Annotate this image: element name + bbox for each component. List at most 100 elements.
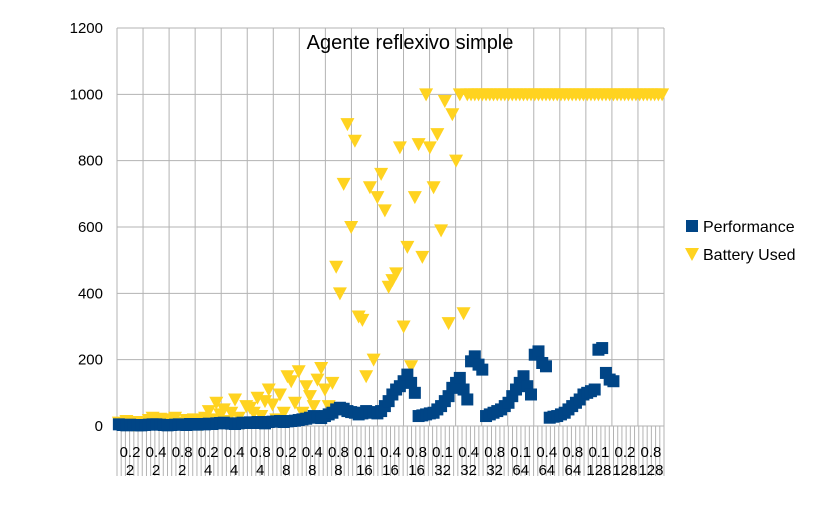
battery-used-point [434,224,449,238]
x-category-label-top: 0.1 [510,444,531,461]
battery-used-point [355,313,370,327]
legend-performance-marker [686,220,698,232]
gridlines [116,27,665,427]
performance-point [476,363,489,376]
performance-point [506,390,519,403]
x-category-label-top: 0.8 [328,444,349,461]
battery-used-point [366,353,381,367]
x-category-label-top: 0.2 [614,444,635,461]
x-category-label-bottom: 128 [612,462,637,479]
x-axis: 0.220.420.820.240.440.840.280.480.880.11… [116,425,665,479]
legend: Performance Battery Used [685,219,795,264]
battery-used-point [276,406,291,420]
x-category-label-top: 0.2 [120,444,141,461]
battery-used-point [310,373,325,387]
performance-point [607,375,620,388]
x-category-label-top: 0.4 [458,444,479,461]
x-category-label-top: 0.8 [250,444,271,461]
battery-used-point [299,380,314,394]
performance-series [112,342,620,432]
y-tick-label: 1000 [70,86,103,103]
x-category-label-bottom: 32 [486,462,503,479]
x-category-label-bottom: 4 [256,462,264,479]
performance-point [453,371,466,384]
battery-used-point [404,360,419,374]
battery-used-point [321,400,336,414]
x-category-label-bottom: 8 [282,462,290,479]
x-category-label-bottom: 4 [230,462,238,479]
performance-point [405,376,418,389]
y-tick-label: 0 [95,418,103,435]
battery-used-point [216,403,231,417]
battery-used-point [389,267,404,281]
battery-used-point [441,317,456,331]
performance-point [517,370,530,383]
x-category-label-bottom: 2 [152,462,160,479]
battery-used-point [377,204,392,218]
x-category-label-bottom: 2 [126,462,134,479]
x-category-label-top: 0.1 [354,444,375,461]
x-category-label-bottom: 16 [408,462,425,479]
performance-point [532,345,545,358]
x-category-label-top: 0.2 [276,444,297,461]
y-axis-tick-labels: 0 200 400 600 800 1000 1200 [70,20,103,435]
battery-used-point [456,307,471,321]
battery-used-point [314,361,329,375]
x-category-label-bottom: 8 [334,462,342,479]
x-category-label-top: 0.4 [224,444,245,461]
performance-point [457,383,470,396]
battery-used-point [228,393,243,407]
y-tick-label: 200 [78,352,103,369]
x-category-label-bottom: 64 [564,462,581,479]
performance-point [461,393,474,406]
x-category-label-bottom: 16 [356,462,373,479]
battery-used-point [400,240,415,254]
battery-used-point [272,388,287,402]
x-category-label-bottom: 128 [638,462,663,479]
x-category-label-top: 0.4 [536,444,557,461]
y-tick-label: 400 [78,285,103,302]
x-category-label-bottom: 64 [512,462,529,479]
performance-point [408,386,421,399]
battery-used-point [407,191,422,205]
x-category-label-top: 0.8 [641,444,662,461]
legend-performance-label: Performance [703,219,795,236]
x-category-label-bottom: 4 [204,462,212,479]
battery-used-point [287,396,302,410]
battery-used-point [362,181,377,195]
battery-used-point [284,375,299,389]
performance-point [539,360,552,373]
battery-used-point [445,108,460,122]
battery-used-point [336,177,351,191]
battery-used-point [329,260,344,274]
x-category-label-bottom: 16 [382,462,399,479]
battery-used-point [655,88,670,102]
x-category-label-top: 0.8 [484,444,505,461]
battery-used-point [250,391,265,405]
x-category-label-bottom: 8 [308,462,316,479]
y-tick-label: 600 [78,219,103,236]
x-category-label-top: 0.1 [432,444,453,461]
battery-used-point [430,128,445,142]
y-tick-label: 800 [78,153,103,170]
battery-used-point [224,406,239,420]
x-category-label-bottom: 2 [178,462,186,479]
battery-used-point [449,154,464,168]
battery-used-point [306,400,321,414]
chart-title: Agente reflexivo simple [307,32,514,54]
battery-used-point [437,94,452,108]
battery-used-point [419,88,434,102]
battery-used-point [257,395,272,409]
battery-used-point [332,287,347,301]
y-tick-label: 1200 [70,20,103,37]
battery-used-point [415,250,430,264]
x-category-label-bottom: 32 [460,462,477,479]
battery-used-point [347,134,362,148]
battery-used-point [340,118,355,132]
x-category-label-top: 0.4 [380,444,401,461]
performance-point [596,342,609,355]
x-category-label-top: 0.1 [588,444,609,461]
legend-battery-used-marker [685,248,699,261]
battery-used-point [426,181,441,195]
